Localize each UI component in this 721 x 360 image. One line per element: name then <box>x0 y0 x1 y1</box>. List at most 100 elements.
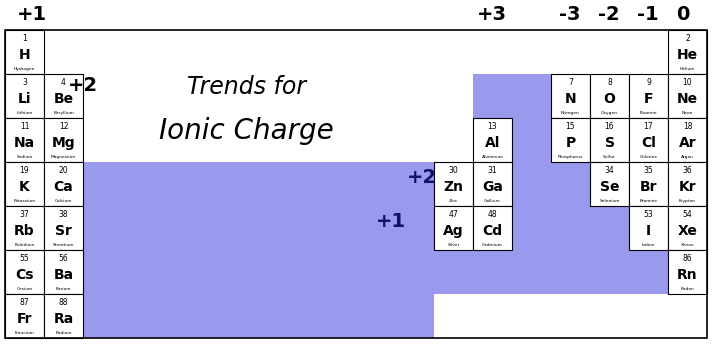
Bar <box>44 74 83 118</box>
Text: Calcium: Calcium <box>55 199 72 203</box>
Text: 54: 54 <box>683 210 692 219</box>
Text: 10: 10 <box>683 78 692 87</box>
Text: 30: 30 <box>448 166 459 175</box>
Bar <box>629 206 668 250</box>
Text: Chlorine: Chlorine <box>640 155 658 159</box>
Text: -2: -2 <box>598 5 619 24</box>
Bar <box>668 162 707 206</box>
Text: 1: 1 <box>22 34 27 43</box>
Text: -3: -3 <box>559 5 580 24</box>
Text: Trends for: Trends for <box>187 75 306 99</box>
Text: Ionic Charge: Ionic Charge <box>159 117 334 145</box>
Text: 20: 20 <box>58 166 68 175</box>
Bar <box>629 118 668 162</box>
Text: Sodium: Sodium <box>17 155 32 159</box>
Text: He: He <box>677 48 698 62</box>
Bar <box>5 30 44 74</box>
Text: +1: +1 <box>376 212 406 231</box>
Bar <box>668 206 707 250</box>
Bar <box>5 162 44 206</box>
Text: Fr: Fr <box>17 312 32 326</box>
Bar <box>551 118 590 162</box>
Text: 87: 87 <box>19 298 30 307</box>
Text: Strontium: Strontium <box>53 243 74 247</box>
Text: O: O <box>603 92 616 105</box>
Text: Cadmium: Cadmium <box>482 243 503 247</box>
Text: Neon: Neon <box>682 111 693 115</box>
Text: +3: +3 <box>477 5 507 24</box>
Text: Ga: Ga <box>482 180 503 194</box>
Text: +1: +1 <box>17 5 47 24</box>
Bar <box>590 118 629 162</box>
Text: 37: 37 <box>19 210 30 219</box>
Text: Krypton: Krypton <box>679 199 696 203</box>
Text: Iodine: Iodine <box>642 243 655 247</box>
Text: +2: +2 <box>67 76 97 95</box>
Text: +2: +2 <box>407 168 437 187</box>
Text: Ca: Ca <box>53 180 74 194</box>
Bar <box>473 206 512 250</box>
Text: Al: Al <box>485 136 500 150</box>
Text: Se: Se <box>600 180 619 194</box>
Text: 2: 2 <box>685 34 690 43</box>
Text: Hydrogen: Hydrogen <box>14 67 35 71</box>
Bar <box>44 206 83 250</box>
Text: Aluminum: Aluminum <box>482 155 503 159</box>
Text: Ra: Ra <box>53 312 74 326</box>
Text: Cs: Cs <box>15 267 34 282</box>
Text: Rb: Rb <box>14 224 35 238</box>
Text: 0: 0 <box>676 5 689 24</box>
Bar <box>5 206 44 250</box>
Text: Sr: Sr <box>55 224 72 238</box>
Text: 19: 19 <box>19 166 30 175</box>
Bar <box>5 250 44 294</box>
Text: Lithium: Lithium <box>17 111 32 115</box>
Bar <box>668 30 707 74</box>
Text: Fluorine: Fluorine <box>640 111 658 115</box>
Text: 34: 34 <box>605 166 614 175</box>
Bar <box>44 294 83 338</box>
Bar <box>5 294 434 338</box>
Bar <box>590 162 629 206</box>
Text: 11: 11 <box>19 122 30 131</box>
Text: 13: 13 <box>487 122 497 131</box>
Text: 18: 18 <box>683 122 692 131</box>
Text: Zn: Zn <box>443 180 464 194</box>
Text: Ba: Ba <box>53 267 74 282</box>
Text: Be: Be <box>53 92 74 105</box>
Text: Magnesium: Magnesium <box>51 155 76 159</box>
Text: Zinc: Zinc <box>448 199 458 203</box>
Text: F: F <box>644 92 653 105</box>
Text: Radium: Radium <box>56 331 72 335</box>
Text: Radon: Radon <box>681 287 694 291</box>
Text: 35: 35 <box>644 166 653 175</box>
Text: Rn: Rn <box>677 267 698 282</box>
Text: Oxygen: Oxygen <box>601 111 618 115</box>
Text: Silver: Silver <box>447 243 460 247</box>
Text: 55: 55 <box>19 254 30 263</box>
Text: Argon: Argon <box>681 155 694 159</box>
Text: 47: 47 <box>448 210 459 219</box>
Text: 31: 31 <box>487 166 497 175</box>
Text: Ar: Ar <box>678 136 696 150</box>
Bar <box>668 74 707 118</box>
Text: P: P <box>565 136 575 150</box>
Text: I: I <box>646 224 651 238</box>
Text: 15: 15 <box>566 122 575 131</box>
Text: Beryllium: Beryllium <box>53 111 74 115</box>
Text: N: N <box>565 92 576 105</box>
Bar <box>44 118 83 162</box>
Bar <box>434 162 473 206</box>
Bar <box>5 162 668 294</box>
Bar <box>44 250 83 294</box>
Bar <box>473 74 668 162</box>
Bar <box>629 74 668 118</box>
Text: Rubidium: Rubidium <box>14 243 35 247</box>
Bar <box>5 30 707 338</box>
Text: 3: 3 <box>22 78 27 87</box>
Text: Bromine: Bromine <box>640 199 658 203</box>
Text: Br: Br <box>640 180 658 194</box>
Text: 86: 86 <box>683 254 692 263</box>
Text: Barium: Barium <box>56 287 71 291</box>
Text: 88: 88 <box>58 298 68 307</box>
